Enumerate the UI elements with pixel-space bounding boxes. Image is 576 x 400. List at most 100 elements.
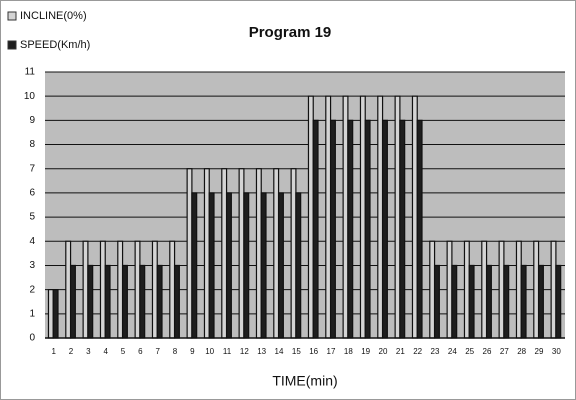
x-tick-label: 26 (483, 347, 492, 356)
bar (325, 95, 332, 339)
bar (329, 119, 336, 339)
bar (550, 240, 557, 339)
x-tick-label: 5 (121, 347, 126, 356)
y-tick-label: 2 (29, 284, 35, 295)
bar (225, 192, 232, 339)
bar (203, 168, 210, 339)
bar (451, 264, 458, 339)
bar (446, 240, 453, 339)
bar (255, 168, 262, 339)
legend-label: SPEED(Km/h) (20, 39, 90, 51)
x-tick-label: 16 (309, 347, 318, 356)
legend-swatch (7, 40, 17, 50)
bar (359, 95, 366, 339)
x-tick-label: 25 (465, 347, 474, 356)
y-tick-label: 9 (29, 115, 35, 126)
bar (139, 264, 146, 339)
bar (191, 192, 198, 339)
x-tick-label: 12 (240, 347, 249, 356)
bar (394, 95, 401, 339)
bar (433, 264, 440, 339)
bar (69, 264, 76, 339)
bar (290, 168, 297, 339)
y-tick-label: 10 (24, 91, 36, 102)
bar (82, 240, 89, 339)
x-tick-label: 28 (517, 347, 526, 356)
bar (117, 240, 124, 339)
y-tick-label: 0 (29, 333, 35, 344)
bar (277, 192, 284, 339)
y-tick-label: 11 (25, 67, 36, 78)
bar (533, 240, 540, 339)
bar (99, 240, 106, 339)
x-tick-label: 8 (173, 347, 178, 356)
legend-swatch (7, 11, 17, 21)
y-tick-label: 8 (29, 139, 35, 150)
bar (364, 119, 371, 339)
bar (481, 240, 488, 339)
x-tick-label: 6 (138, 347, 143, 356)
bar (238, 168, 245, 339)
bar (104, 264, 111, 339)
bar (537, 264, 544, 339)
y-tick-label: 7 (29, 163, 35, 174)
bar (221, 168, 228, 339)
legend-label: INCLINE(0%) (20, 10, 87, 22)
chart-title: Program 19 (249, 24, 332, 41)
x-tick-label: 24 (448, 347, 457, 356)
bar (342, 95, 349, 339)
x-tick-label: 10 (205, 347, 214, 356)
x-tick-label: 17 (327, 347, 336, 356)
bar (429, 240, 436, 339)
x-tick-label: 18 (344, 347, 353, 356)
x-tick-label: 9 (190, 347, 195, 356)
x-tick-label: 21 (396, 347, 405, 356)
bar (468, 264, 475, 339)
bar (243, 192, 250, 339)
bar (377, 95, 384, 339)
y-tick-label: 6 (29, 188, 35, 199)
plot-area (45, 72, 565, 338)
bar (520, 264, 527, 339)
x-tick-label: 29 (535, 347, 544, 356)
x-tick-label: 7 (155, 347, 160, 356)
y-tick-label: 1 (29, 308, 35, 319)
bar (134, 240, 141, 339)
y-tick-label: 3 (29, 260, 35, 271)
x-tick-label: 4 (103, 347, 108, 356)
x-axis-title: TIME(min) (272, 373, 337, 389)
x-tick-label: 23 (431, 347, 440, 356)
bar (381, 119, 388, 339)
bar (399, 119, 406, 339)
x-tick-label: 1 (51, 347, 56, 356)
bar (503, 264, 510, 339)
bar (186, 168, 193, 339)
x-tick-label: 15 (292, 347, 301, 356)
bar (555, 264, 562, 339)
x-tick-label: 13 (257, 347, 266, 356)
bar (463, 240, 470, 339)
bar (260, 192, 267, 339)
bar (515, 240, 522, 339)
x-tick-label: 3 (86, 347, 91, 356)
bar (156, 264, 163, 339)
bar (347, 119, 354, 339)
bar (411, 95, 418, 339)
bar (87, 264, 94, 339)
bar (151, 240, 158, 339)
bar (173, 264, 180, 339)
x-tick-label: 2 (69, 347, 74, 356)
x-tick-label: 22 (413, 347, 422, 356)
y-tick-label: 4 (29, 236, 35, 247)
bar (121, 264, 128, 339)
bar (273, 168, 280, 339)
x-tick-label: 20 (379, 347, 388, 356)
y-tick-label: 5 (29, 212, 35, 223)
x-tick-label: 19 (361, 347, 370, 356)
bar (485, 264, 492, 339)
x-tick-label: 14 (275, 347, 284, 356)
x-tick-label: 27 (500, 347, 509, 356)
x-tick-label: 11 (223, 347, 232, 356)
bar (169, 240, 176, 339)
